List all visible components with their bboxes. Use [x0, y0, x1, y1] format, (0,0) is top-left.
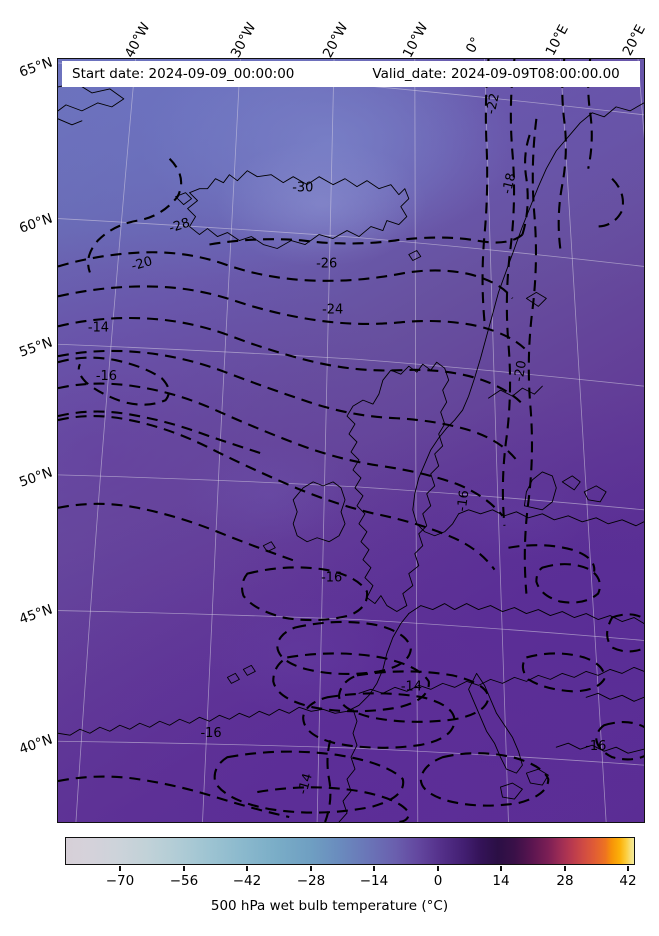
colorbar-tick: [246, 866, 248, 871]
temperature-field: [58, 59, 644, 822]
lon-tick-20e: 20°E: [619, 22, 649, 59]
coastlines: [58, 82, 644, 822]
contour-labels: -30 -28 -26 -24 -22 -20 -18 -20 -14 -16 …: [88, 92, 606, 796]
contour-label: -22: [484, 92, 503, 116]
lat-tick-45n: 45°N: [17, 601, 55, 628]
lon-tick-10w: 10°W: [399, 20, 432, 61]
contour-label: -16: [321, 571, 342, 586]
start-date-label: Start date: 2024-09-09_00:00:00: [72, 66, 295, 82]
contour-label: -28: [167, 216, 192, 237]
colorbar-tick: [500, 866, 502, 871]
lon-tick-0: 0°: [462, 34, 485, 56]
contour-lines: [58, 59, 644, 822]
lat-tick-65n: 65°N: [17, 54, 55, 81]
colorbar-label-m42: −42: [232, 873, 262, 889]
colorbar-label-m28: −28: [296, 873, 326, 889]
contour-label: -24: [322, 302, 343, 317]
contour-label: -14: [401, 679, 422, 694]
colorbar-tick: [119, 866, 121, 871]
map-plot-area: -30 -28 -26 -24 -22 -20 -18 -20 -14 -16 …: [57, 58, 645, 823]
colorbar-label-14: 14: [492, 873, 510, 889]
date-title-box: Start date: 2024-09-09_00:00:00 Valid_da…: [62, 61, 640, 87]
colorbar-tick: [437, 866, 439, 871]
colorbar: −70 −56 −42 −28 −14 0 14 28 42: [65, 837, 637, 889]
colorbar-label-28: 28: [556, 873, 574, 889]
contour-label: -18: [500, 171, 520, 195]
contour-label: -14: [88, 320, 109, 335]
contour-label: -16: [201, 726, 222, 741]
colorbar-label-m14: −14: [359, 873, 389, 889]
colorbar-label-m70: −70: [105, 873, 135, 889]
colorbar-label-0: 0: [433, 873, 443, 889]
graticule: [58, 59, 644, 822]
contour-label: -16: [96, 369, 117, 384]
lon-tick-20w: 20°W: [319, 20, 352, 61]
contour-label: -20: [512, 359, 530, 382]
lat-tick-40n: 40°N: [17, 731, 55, 758]
contour-label: -26: [316, 256, 337, 271]
contour-label: -20: [130, 254, 154, 274]
lat-tick-50n: 50°N: [17, 464, 55, 491]
contour-label: -16: [455, 489, 473, 512]
colorbar-label-m56: −56: [169, 873, 199, 889]
valid-date-label: Valid_date: 2024-09-09T08:00:00.00: [372, 66, 620, 82]
lon-tick-30w: 30°W: [227, 20, 260, 61]
colorbar-title: 500 hPa wet bulb temperature (°C): [210, 898, 449, 914]
colorbar-gradient: [65, 837, 635, 865]
colorbar-tick: [564, 866, 566, 871]
lat-tick-55n: 55°N: [17, 334, 55, 361]
colorbar-tick: [310, 866, 312, 871]
colorbar-tick: [183, 866, 185, 871]
colorbar-label-42: 42: [619, 873, 637, 889]
contour-label: -16: [585, 739, 606, 754]
contour-label: -14: [296, 772, 316, 796]
map-overlay: -30 -28 -26 -24 -22 -20 -18 -20 -14 -16 …: [58, 59, 644, 822]
contour-label: -30: [292, 181, 313, 196]
colorbar-tick: [627, 866, 629, 871]
colorbar-tick: [373, 866, 375, 871]
lat-tick-60n: 60°N: [17, 210, 55, 237]
lon-tick-10e: 10°E: [542, 22, 572, 59]
lon-tick-40w: 40°W: [121, 20, 154, 61]
